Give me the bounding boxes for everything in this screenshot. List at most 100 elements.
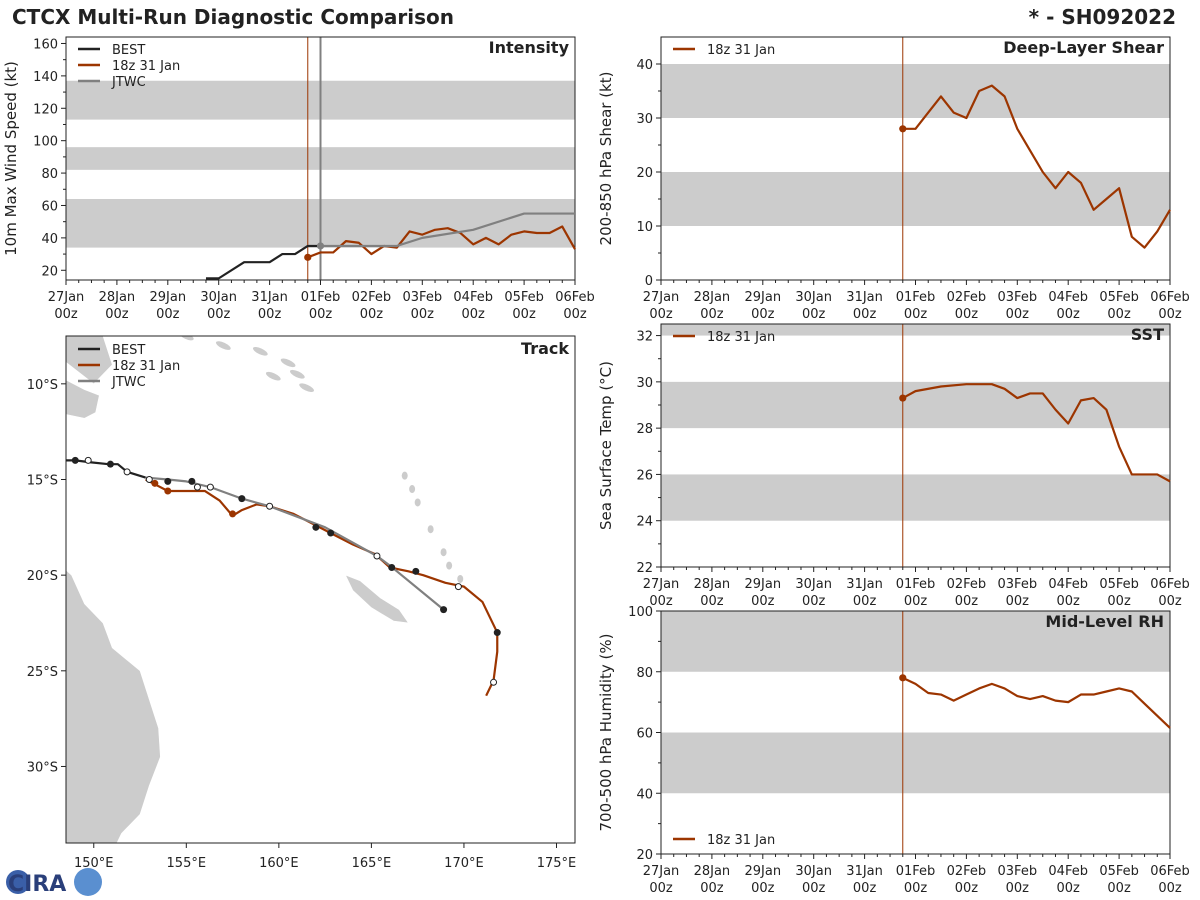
png-landmass [66, 336, 113, 385]
xtick-date: 29Jan [745, 577, 782, 592]
ytick-label: 40 [636, 58, 653, 73]
y-axis-label: 200-850 hPa Shear (kt) [597, 72, 615, 246]
band-0 [661, 732, 1170, 794]
series-line-best [205, 244, 321, 280]
xtick-hour: 00z [207, 307, 231, 322]
xtick-date: 01Feb [301, 290, 341, 305]
legend-label: BEST [112, 43, 145, 58]
xtick-hour: 00z [105, 307, 129, 322]
xtick-hour: 00z [649, 307, 673, 322]
xtick-date: 03Feb [998, 290, 1038, 305]
legend: 18z 31 Jan [673, 833, 775, 848]
track-fix-open [266, 502, 274, 510]
xtick-date: 05Feb [1099, 290, 1139, 305]
tracks [66, 456, 501, 697]
xtick-date: 06Feb [1150, 290, 1190, 305]
xtick-date: 01Feb [896, 577, 936, 592]
xtick-hour: 00z [751, 594, 775, 609]
vanuatu-island [446, 561, 453, 570]
vanuatu-island [440, 548, 447, 557]
ytick-label: 40 [636, 787, 653, 802]
track-line-run [145, 478, 499, 697]
vanuatu-island [401, 471, 408, 480]
legend-label: 18z 31 Jan [707, 330, 775, 345]
xtick-hour: 00z [751, 307, 775, 322]
plot-frame [65, 335, 576, 844]
legend: 18z 31 Jan [673, 330, 775, 345]
xtick-hour: 00z [1107, 881, 1131, 896]
track-fix-best [312, 523, 320, 531]
cape-york-landmass [66, 379, 100, 419]
track-fix-open [193, 483, 201, 491]
xtick-date: 03Feb [403, 290, 443, 305]
solomon-island [265, 371, 281, 381]
track-fix-best [238, 495, 246, 503]
series-line-run [902, 676, 1171, 729]
ytick-label: 40 [41, 232, 58, 247]
xtick-hour: 00z [1107, 594, 1131, 609]
xtick-hour: 00z [258, 307, 282, 322]
solomon-island [178, 336, 194, 341]
y-axis-label: 700-500 hPa Humidity (%) [597, 633, 615, 831]
ytick-label: 120 [33, 102, 58, 117]
xtick-date: 06Feb [555, 290, 595, 305]
xtick-date: 31Jan [846, 290, 883, 305]
xtick-date: 30Jan [200, 290, 237, 305]
legend-label: 18z 31 Jan [707, 833, 775, 848]
xtick-date: 02Feb [947, 864, 987, 879]
ytick-label: 24 [636, 515, 653, 530]
solomon-island [215, 341, 231, 350]
xtick-date: 03Feb [998, 577, 1038, 592]
track-fix-best [188, 477, 196, 485]
legend-label: 18z 31 Jan [707, 43, 775, 58]
panel-track: 150°E 155°E 160°E 165°E 170°E 175°E 10°S 15°S 20… [27, 335, 576, 871]
xtick-date: 04Feb [1048, 864, 1088, 879]
xtick-date: 27Jan [48, 290, 85, 305]
xtick-hour: 00z [802, 307, 826, 322]
xtick-date: 04Feb [453, 290, 493, 305]
xtick-hour: 00z [955, 307, 979, 322]
xtick-date: 29Jan [745, 864, 782, 879]
solomon-island [252, 346, 268, 356]
ytick-label: 26 [636, 468, 653, 483]
cira-logo-emblem-icon [74, 868, 102, 896]
xtick-date: 04Feb [1048, 577, 1088, 592]
xtick-hour: 00z [309, 307, 333, 322]
ytick-label: 22 [636, 561, 653, 576]
track-fix-open [145, 475, 153, 483]
panel-title: Intensity [489, 38, 570, 57]
track-fix-best [327, 529, 335, 537]
track-fix-run [164, 487, 172, 495]
xtick-hour: 00z [1006, 881, 1030, 896]
xtick-hour: 00z [512, 307, 536, 322]
ytick-label: 60 [636, 727, 653, 742]
track-fix-best [493, 629, 501, 637]
xtick-date: 06Feb [1150, 864, 1190, 879]
xtick-hour: 00z [1057, 307, 1081, 322]
vanuatu-island [457, 574, 464, 583]
xtick-hour: 00z [751, 881, 775, 896]
xtick-date: 28Jan [694, 290, 731, 305]
panel-intensity: 20 40 60 80 100 120 140 160 27Jan 00z 28Jan 00z 29Ja… [2, 36, 595, 322]
land [66, 336, 464, 843]
y-axis-label: Sea Surface Temp (°C) [597, 361, 615, 530]
legend-label: BEST [112, 343, 145, 358]
vanuatu-island [414, 498, 421, 507]
legend-label: 18z 31 Jan [112, 359, 180, 374]
series-start-marker-run [899, 125, 907, 133]
ytick-label: 160 [33, 37, 58, 52]
xtick-hour: 00z [1158, 307, 1182, 322]
y-axis-label: 10m Max Wind Speed (kt) [2, 61, 20, 256]
cira-logo-text: CIRA [8, 872, 66, 897]
storm-id: * - SH092022 [1029, 5, 1176, 29]
xtick-date: 31Jan [846, 577, 883, 592]
track-fix-best [388, 563, 396, 571]
track-fix-open [206, 483, 214, 491]
xtick-hour: 00z [955, 881, 979, 896]
band-1 [661, 64, 1170, 118]
xtick-date: 04Feb [1048, 290, 1088, 305]
track-fix-run [229, 510, 237, 518]
